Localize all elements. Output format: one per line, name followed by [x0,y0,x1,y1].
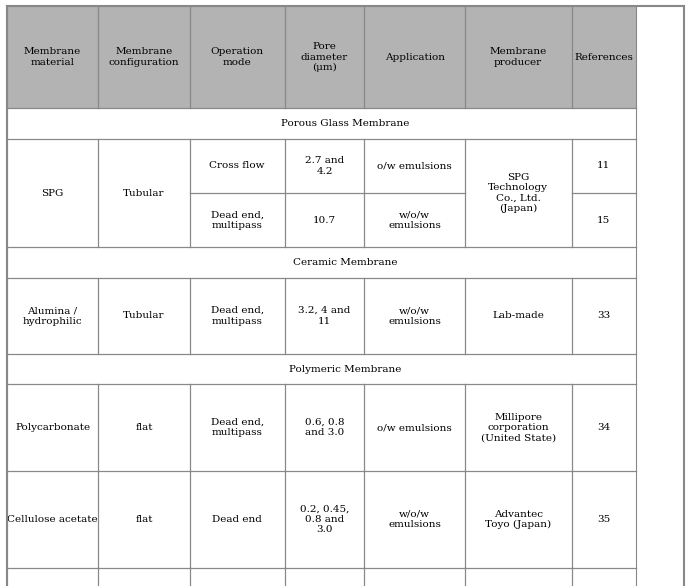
Bar [285,278,364,354]
Bar [364,384,464,471]
Bar [464,568,571,586]
Bar [464,278,571,354]
Bar [571,6,636,108]
Bar [98,139,190,247]
Text: 0.2, 0.45,
0.8 and
3.0: 0.2, 0.45, 0.8 and 3.0 [300,505,349,534]
Bar [464,6,571,108]
Bar [285,6,364,108]
Bar [464,139,571,247]
Bar [190,193,285,247]
Text: o/w emulsions: o/w emulsions [377,162,452,171]
Text: SPG
Technology
Co., Ltd.
(Japan): SPG Technology Co., Ltd. (Japan) [488,173,548,213]
Bar [571,568,636,586]
Bar [7,278,98,354]
Bar [7,6,98,108]
Text: w/o/w
emulsions: w/o/w emulsions [388,210,441,230]
Text: Tubular: Tubular [123,189,164,197]
Text: Pore
diameter
(μm): Pore diameter (μm) [301,42,348,72]
Bar [364,139,464,193]
Text: Cellulose acetate: Cellulose acetate [8,515,98,524]
Text: Polycarbonate: Polycarbonate [15,423,91,432]
Bar [285,471,364,568]
Bar [190,6,285,108]
Text: Millipore
corporation
(United State): Millipore corporation (United State) [481,413,556,442]
Text: Membrane
configuration: Membrane configuration [108,47,180,67]
Bar [190,278,285,354]
Bar [285,384,364,471]
Bar [285,568,364,586]
Text: 35: 35 [597,515,610,524]
Bar [7,139,98,247]
Bar [7,354,636,384]
Text: 11: 11 [597,162,610,171]
Bar [364,471,464,568]
Text: Membrane
producer: Membrane producer [489,47,547,67]
Text: Ceramic Membrane: Ceramic Membrane [293,258,398,267]
Text: Dead end,
multipass: Dead end, multipass [211,418,264,438]
Bar [190,471,285,568]
Bar [7,471,98,568]
Bar [98,568,190,586]
Bar [571,193,636,247]
Bar [364,6,464,108]
Text: Alumina /
hydrophilic: Alumina / hydrophilic [23,306,82,326]
Text: 3.2, 4 and
11: 3.2, 4 and 11 [299,306,351,326]
Bar [571,384,636,471]
Text: SPG: SPG [41,189,64,197]
Text: References: References [574,53,633,62]
Bar [7,108,636,139]
Text: Lab-made: Lab-made [492,311,544,321]
Text: 2.7 and
4.2: 2.7 and 4.2 [305,156,344,176]
Text: 0.6, 0.8
and 3.0: 0.6, 0.8 and 3.0 [305,418,344,438]
Text: Operation
mode: Operation mode [211,47,264,67]
Bar [190,568,285,586]
Text: Dead end,
multipass: Dead end, multipass [211,306,264,326]
Bar [285,139,364,193]
Bar [285,193,364,247]
Text: w/o/w
emulsions: w/o/w emulsions [388,306,441,326]
Text: w/o/w
emulsions: w/o/w emulsions [388,510,441,529]
Text: 15: 15 [597,216,610,224]
Text: flat: flat [135,423,153,432]
Bar [7,247,636,278]
Text: Tubular: Tubular [123,311,164,321]
Bar [364,193,464,247]
Bar [7,568,98,586]
Bar [571,278,636,354]
Text: Membrane
material: Membrane material [24,47,82,67]
Bar [571,471,636,568]
Bar [364,278,464,354]
Text: Dead end,
multipass: Dead end, multipass [211,210,264,230]
Bar [190,139,285,193]
Text: 33: 33 [597,311,610,321]
Text: Advantec
Toyo (Japan): Advantec Toyo (Japan) [485,510,551,529]
Bar [98,278,190,354]
Bar [98,384,190,471]
Bar [190,384,285,471]
Text: Polymeric Membrane: Polymeric Membrane [290,364,401,374]
Bar [7,384,98,471]
Bar [571,139,636,193]
Text: o/w emulsions: o/w emulsions [377,423,452,432]
Text: Porous Glass Membrane: Porous Glass Membrane [281,119,410,128]
Bar [464,471,571,568]
Text: Cross flow: Cross flow [209,162,265,171]
Bar [98,471,190,568]
Bar [464,384,571,471]
Text: Dead end: Dead end [212,515,262,524]
Text: 34: 34 [597,423,610,432]
Text: Application: Application [385,53,444,62]
Bar [98,6,190,108]
Text: flat: flat [135,515,153,524]
Bar [364,568,464,586]
Text: 10.7: 10.7 [313,216,336,224]
